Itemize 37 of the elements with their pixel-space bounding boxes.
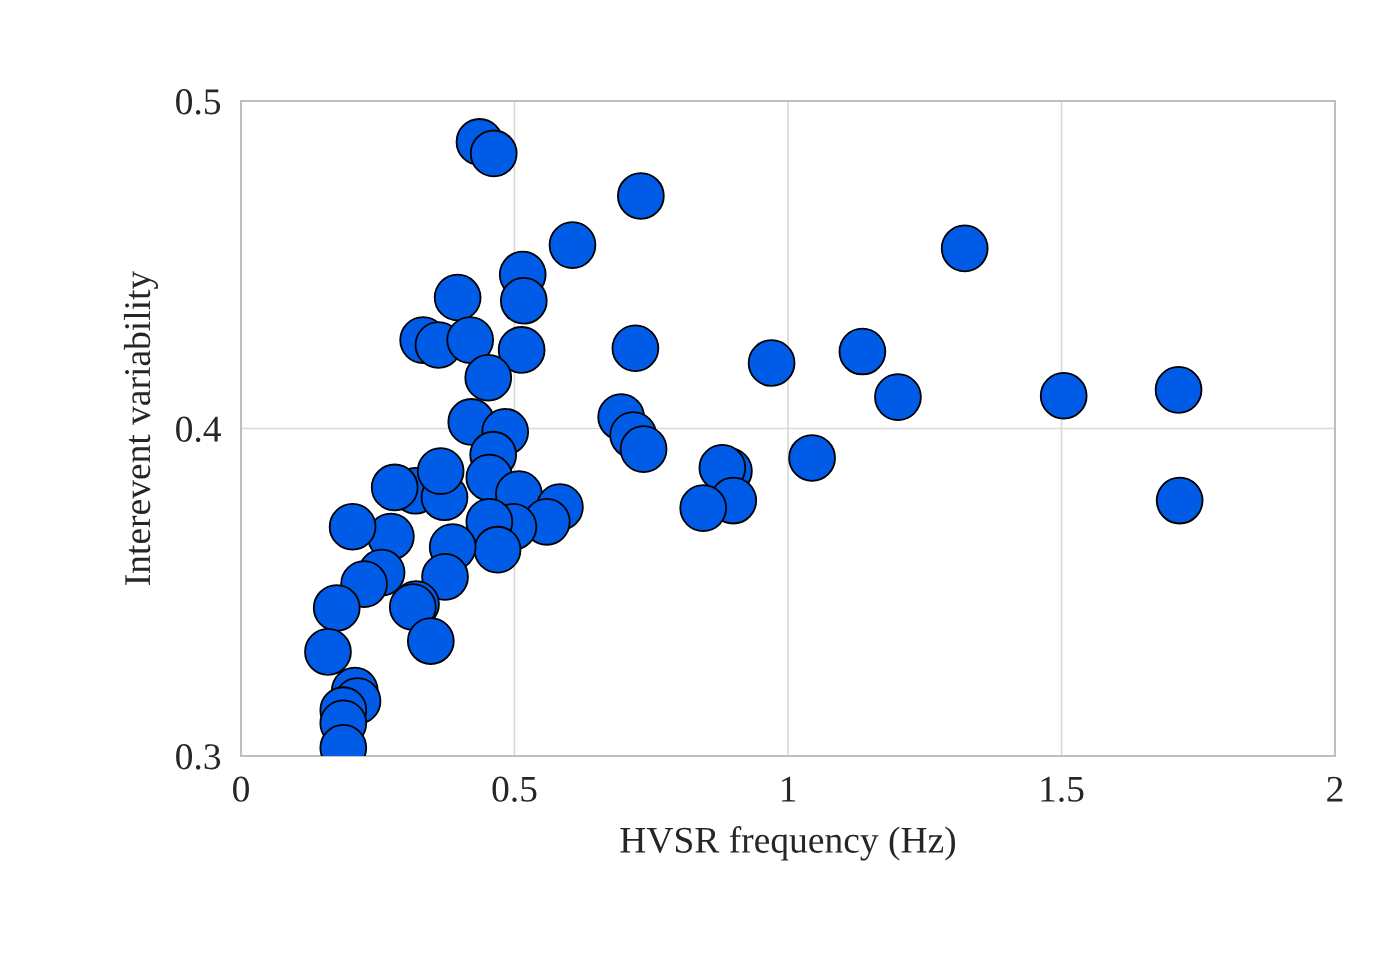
x-tick-label: 1.5 — [1041, 776, 1084, 802]
point — [619, 425, 668, 473]
point — [940, 224, 989, 273]
point — [1155, 476, 1204, 525]
x-tick-label: 0.5 — [492, 776, 537, 802]
point — [1154, 366, 1203, 414]
point — [304, 628, 352, 676]
point — [497, 326, 546, 374]
x-axis-title: HVSR frequency (Hz) — [620, 826, 956, 861]
point — [548, 221, 597, 269]
y-tick-label: 0.5 — [176, 89, 221, 115]
point — [838, 327, 887, 376]
point — [747, 339, 796, 387]
x-tick-label: 1 — [781, 776, 796, 802]
point — [499, 276, 548, 325]
point — [433, 273, 482, 322]
y-tick-label: 0.4 — [176, 416, 221, 443]
point — [469, 129, 518, 178]
point — [328, 502, 377, 551]
point — [617, 172, 665, 220]
point — [611, 324, 660, 373]
point — [421, 553, 469, 601]
point — [416, 447, 465, 495]
point — [370, 463, 419, 512]
point — [312, 584, 361, 632]
point — [446, 316, 495, 364]
point — [788, 434, 836, 482]
point — [679, 484, 728, 532]
point — [464, 353, 513, 402]
point — [1039, 371, 1088, 420]
x-tick-label: 0 — [233, 776, 249, 802]
y-axis-title: Interevent variability — [123, 270, 159, 585]
point — [473, 525, 522, 574]
point — [406, 617, 455, 665]
point — [874, 373, 922, 421]
x-tick-label: 2 — [1327, 776, 1343, 802]
y-tick-label: 0.3 — [176, 744, 221, 770]
